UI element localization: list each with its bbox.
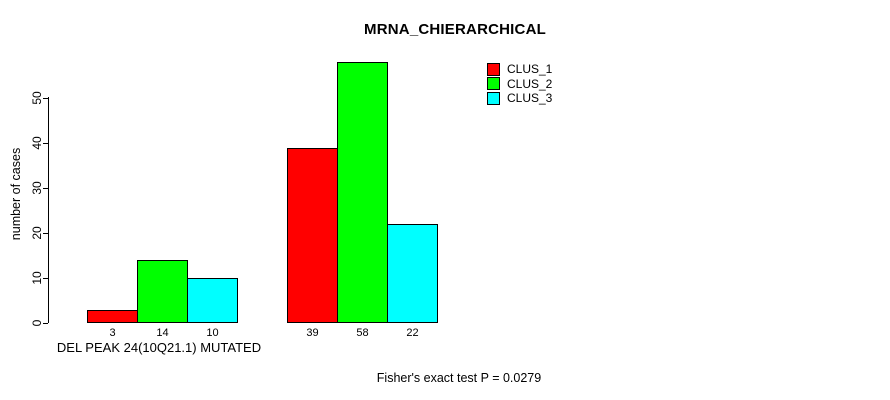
y-axis-label: number of cases: [9, 147, 23, 241]
legend-swatch-clus1: [487, 62, 500, 76]
y-axis-line: [48, 97, 49, 323]
bar-value-label: 3: [109, 327, 116, 339]
x-category-label: DEL PEAK 24(10Q21.1) MUTATED: [56, 340, 262, 355]
legend-item: CLUS_1: [487, 62, 552, 77]
bar-value-label: 58: [356, 327, 369, 339]
chart-title: MRNA_CHIERARCHICAL: [364, 21, 546, 38]
bar-clus_2-group2: [337, 62, 388, 323]
legend-swatch-clus2: [487, 77, 500, 91]
bar-clus_3-group2: [387, 224, 438, 323]
y-tick-label: 20: [30, 226, 44, 240]
fisher-test-note: Fisher's exact test P = 0.0279: [376, 371, 542, 385]
legend-label: CLUS_1: [507, 62, 553, 77]
bar-value-label: 10: [206, 327, 219, 339]
bar-value-label: 14: [156, 327, 169, 339]
y-tick-label: 50: [30, 91, 44, 105]
y-tick-mark: [43, 232, 48, 234]
bar-value-label: 22: [406, 327, 419, 339]
legend-label: CLUS_3: [507, 91, 553, 106]
legend-swatch-clus3: [487, 91, 500, 105]
bar-clus_1-group1: [87, 309, 138, 323]
bar-clus_2-group1: [137, 260, 188, 323]
y-tick-label: 0: [30, 319, 44, 327]
legend-item: CLUS_3: [487, 91, 552, 106]
y-tick-mark: [43, 97, 48, 99]
y-tick-label: 30: [30, 181, 44, 195]
legend-label: CLUS_2: [507, 76, 553, 91]
y-tick-mark: [43, 277, 48, 279]
bar-clus_3-group1: [187, 278, 238, 323]
legend: CLUS_1 CLUS_2 CLUS_3: [487, 62, 552, 106]
bar-clus_1-group2: [287, 147, 338, 323]
bar-value-label: 39: [306, 327, 319, 339]
y-tick-mark: [43, 322, 48, 324]
y-tick-label: 10: [30, 271, 44, 285]
y-tick-label: 40: [30, 136, 44, 150]
y-tick-mark: [43, 187, 48, 189]
y-tick-mark: [43, 142, 48, 144]
legend-item: CLUS_2: [487, 77, 552, 92]
